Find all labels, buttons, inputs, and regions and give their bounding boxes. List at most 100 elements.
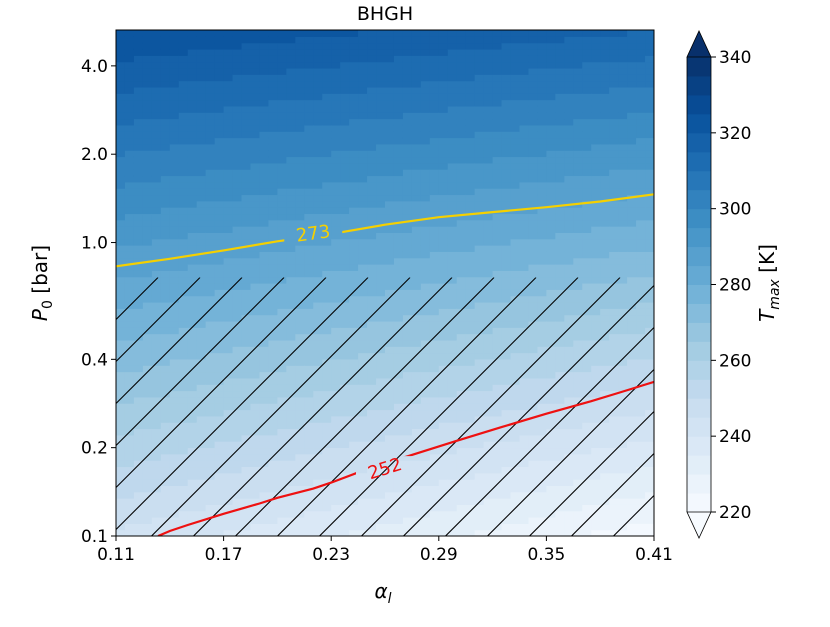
field-cell (609, 106, 619, 113)
field-cell (546, 169, 556, 176)
field-cell (161, 403, 171, 410)
field-cell (349, 397, 359, 404)
field-cell (349, 308, 359, 315)
field-cell (537, 93, 547, 100)
field-cell (161, 410, 171, 417)
field-cell (143, 435, 153, 442)
field-cell (412, 410, 422, 417)
field-cell (493, 220, 503, 227)
field-cell (627, 163, 637, 170)
field-cell (484, 334, 494, 341)
field-cell (259, 391, 269, 398)
field-cell (233, 119, 243, 126)
field-cell (564, 106, 574, 113)
field-cell (403, 302, 413, 309)
field-cell (197, 258, 207, 265)
field-cell (645, 504, 655, 511)
field-cell (259, 55, 269, 62)
field-cell (520, 428, 530, 435)
field-cell (340, 517, 350, 524)
field-cell (277, 43, 287, 50)
x-tick-label: 0.11 (97, 545, 135, 565)
field-cell (331, 100, 341, 107)
field-cell (376, 74, 386, 81)
field-cell (582, 296, 592, 303)
field-cell (591, 321, 601, 328)
field-cell (385, 119, 395, 126)
field-cell (152, 410, 162, 417)
field-cell (627, 62, 637, 69)
field-cell (242, 460, 252, 467)
field-cell (511, 270, 521, 277)
field-cell (475, 182, 485, 189)
field-cell (197, 119, 207, 126)
field-cell (484, 163, 494, 170)
field-cell (385, 485, 395, 492)
field-cell (206, 138, 216, 145)
field-cell (636, 353, 646, 360)
field-cell (233, 36, 243, 43)
field-cell (591, 74, 601, 81)
field-cell (645, 441, 655, 448)
field-cell (304, 125, 314, 132)
field-cell (430, 125, 440, 132)
field-cell (564, 359, 574, 366)
field-cell (206, 378, 216, 385)
field-cell (259, 517, 269, 524)
field-cell (349, 485, 359, 492)
field-cell (636, 283, 646, 290)
y-tick-label: 2.0 (81, 145, 108, 165)
field-cell (206, 188, 216, 195)
field-cell (304, 87, 314, 94)
field-cell (170, 327, 180, 334)
field-cell (251, 55, 261, 62)
field-cell (125, 213, 135, 220)
field-cell (439, 49, 449, 56)
field-cell (259, 74, 269, 81)
field-cell (277, 194, 287, 201)
field-cell (134, 36, 144, 43)
field-cell (304, 163, 314, 170)
field-cell (600, 43, 610, 50)
field-cell (242, 100, 252, 107)
field-cell (233, 264, 243, 271)
field-cell (188, 302, 198, 309)
field-cell (439, 62, 449, 69)
field-cell (134, 359, 144, 366)
field-cell (152, 473, 162, 480)
field-cell (277, 302, 287, 309)
field-cell (475, 302, 485, 309)
field-cell (259, 220, 269, 227)
field-cell (134, 74, 144, 81)
field-cell (636, 49, 646, 56)
field-cell (564, 150, 574, 157)
field-cell (403, 201, 413, 208)
field-cell (484, 460, 494, 467)
field-cell (555, 36, 565, 43)
field-cell (564, 207, 574, 214)
field-cell (188, 454, 198, 461)
field-cell (349, 138, 359, 145)
field-cell (224, 410, 234, 417)
field-cell (224, 391, 234, 398)
field-cell (448, 68, 458, 75)
field-cell (188, 296, 198, 303)
field-cell (143, 169, 153, 176)
field-cell (152, 372, 162, 379)
field-cell (143, 504, 153, 511)
field-cell (125, 49, 135, 56)
field-cell (394, 485, 404, 492)
field-cell (573, 422, 583, 429)
field-cell (277, 340, 287, 347)
field-cell (242, 43, 252, 50)
field-cell (591, 391, 601, 398)
field-cell (349, 213, 359, 220)
field-cell (520, 359, 530, 366)
field-cell (493, 498, 503, 505)
field-cell (233, 87, 243, 94)
field-cell (376, 87, 386, 94)
field-cell (197, 30, 207, 37)
field-cell (484, 289, 494, 296)
field-cell (591, 289, 601, 296)
field-cell (143, 428, 153, 435)
